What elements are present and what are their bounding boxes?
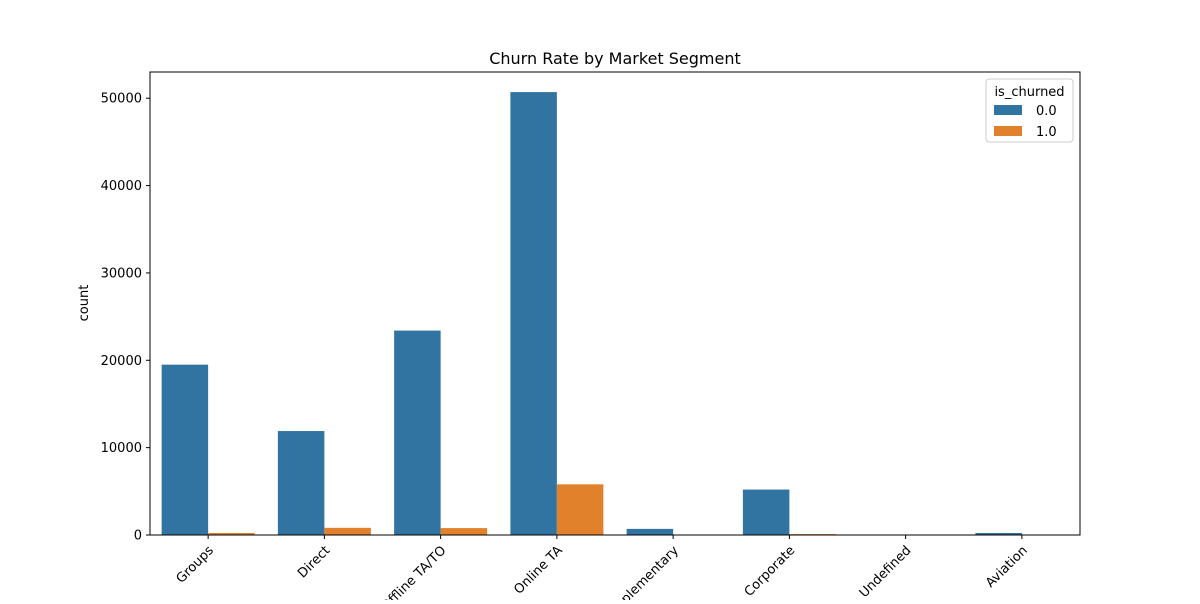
y-tick-label: 0	[134, 529, 142, 544]
legend: is_churned 0.0 1.0	[986, 79, 1073, 142]
x-tick-label: Complementary	[597, 543, 682, 600]
bar-online-ta-series-1	[557, 484, 604, 535]
bar-complementary-series-0	[627, 529, 674, 535]
y-axis-label: count	[77, 285, 92, 322]
chart-title: Churn Rate by Market Segment	[489, 49, 741, 68]
legend-swatch-0	[994, 105, 1022, 115]
bar-direct-series-0	[278, 431, 325, 535]
x-tick-label: Online TA	[511, 543, 565, 597]
legend-label-1: 1.0	[1036, 125, 1057, 140]
x-tick-label: Groups	[174, 543, 218, 587]
bar-corporate-series-0	[743, 490, 790, 535]
x-tick-label: Offline TA/TO	[379, 543, 450, 600]
y-tick-label: 50000	[101, 92, 142, 107]
bar-groups-series-0	[162, 365, 209, 535]
x-tick-label: Corporate	[742, 543, 799, 600]
y-tick-label: 40000	[101, 179, 142, 194]
y-tick-label: 30000	[101, 266, 142, 281]
legend-title: is_churned	[994, 85, 1064, 100]
bar-direct-series-1	[324, 528, 371, 535]
bar-online-ta-series-0	[510, 92, 557, 535]
bar-offline-ta-to-series-0	[394, 331, 441, 535]
legend-label-0: 0.0	[1036, 104, 1057, 119]
legend-swatch-1	[994, 126, 1022, 136]
x-tick-label: Direct	[295, 543, 333, 581]
y-tick-label: 10000	[101, 441, 142, 456]
y-tick-label: 20000	[101, 354, 142, 369]
plot-area	[162, 92, 1069, 535]
x-tick-label: Undefined	[857, 543, 915, 600]
x-tick-label: Aviation	[983, 543, 1031, 591]
bar-offline-ta-to-series-1	[441, 528, 488, 535]
